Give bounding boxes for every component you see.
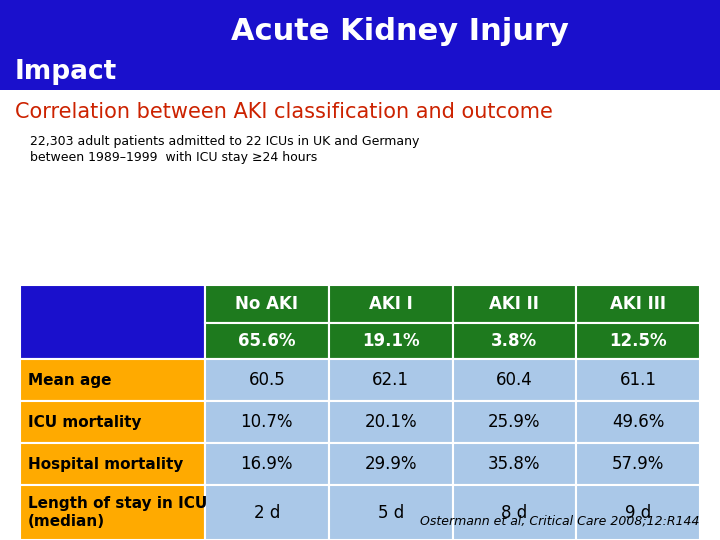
Text: 60.5: 60.5 [248, 371, 285, 389]
FancyBboxPatch shape [329, 443, 452, 485]
FancyBboxPatch shape [452, 401, 576, 443]
FancyBboxPatch shape [452, 285, 576, 323]
FancyBboxPatch shape [452, 359, 576, 401]
FancyBboxPatch shape [576, 359, 700, 401]
FancyBboxPatch shape [576, 285, 700, 323]
Text: Length of stay in ICU
(median): Length of stay in ICU (median) [28, 496, 207, 529]
FancyBboxPatch shape [329, 285, 452, 323]
Text: 35.8%: 35.8% [488, 455, 541, 473]
Text: AKI I: AKI I [369, 295, 413, 313]
Text: No AKI: No AKI [235, 295, 298, 313]
Text: 62.1: 62.1 [372, 371, 409, 389]
Text: AKI II: AKI II [490, 295, 539, 313]
FancyBboxPatch shape [452, 323, 576, 359]
FancyBboxPatch shape [20, 285, 205, 359]
FancyBboxPatch shape [0, 0, 720, 90]
Text: 2 d: 2 d [253, 503, 280, 522]
Text: 3.8%: 3.8% [491, 332, 537, 350]
FancyBboxPatch shape [205, 485, 329, 540]
FancyBboxPatch shape [205, 401, 329, 443]
FancyBboxPatch shape [576, 323, 700, 359]
Text: Correlation between AKI classification and outcome: Correlation between AKI classification a… [15, 102, 553, 122]
Text: 49.6%: 49.6% [612, 413, 665, 431]
FancyBboxPatch shape [452, 443, 576, 485]
Text: 5 d: 5 d [377, 503, 404, 522]
Text: Impact: Impact [15, 59, 117, 85]
FancyBboxPatch shape [576, 443, 700, 485]
FancyBboxPatch shape [329, 401, 452, 443]
FancyBboxPatch shape [20, 401, 205, 443]
Text: AKI III: AKI III [610, 295, 666, 313]
Text: between 1989–1999  with ICU stay ≥24 hours: between 1989–1999 with ICU stay ≥24 hour… [30, 151, 318, 164]
Text: 22,303 adult patients admitted to 22 ICUs in UK and Germany: 22,303 adult patients admitted to 22 ICU… [30, 136, 419, 148]
Text: Acute Kidney Injury: Acute Kidney Injury [231, 17, 569, 46]
Text: 65.6%: 65.6% [238, 332, 296, 350]
FancyBboxPatch shape [20, 485, 205, 540]
FancyBboxPatch shape [329, 323, 452, 359]
FancyBboxPatch shape [20, 443, 205, 485]
Text: 9 d: 9 d [625, 503, 652, 522]
Text: Mean age: Mean age [28, 373, 112, 388]
Text: 60.4: 60.4 [496, 371, 533, 389]
Text: 10.7%: 10.7% [240, 413, 293, 431]
FancyBboxPatch shape [205, 443, 329, 485]
Text: 16.9%: 16.9% [240, 455, 293, 473]
FancyBboxPatch shape [205, 323, 329, 359]
Text: 61.1: 61.1 [620, 371, 657, 389]
Text: 20.1%: 20.1% [364, 413, 417, 431]
Text: Ostermann et al, Critical Care 2008;12:R144: Ostermann et al, Critical Care 2008;12:R… [420, 515, 700, 528]
Text: 25.9%: 25.9% [488, 413, 541, 431]
Text: Hospital mortality: Hospital mortality [28, 456, 184, 471]
Text: 8 d: 8 d [501, 503, 528, 522]
Text: ICU mortality: ICU mortality [28, 415, 142, 429]
FancyBboxPatch shape [576, 485, 700, 540]
FancyBboxPatch shape [576, 401, 700, 443]
Text: 57.9%: 57.9% [612, 455, 665, 473]
FancyBboxPatch shape [205, 359, 329, 401]
Text: 12.5%: 12.5% [609, 332, 667, 350]
Text: 29.9%: 29.9% [364, 455, 417, 473]
Text: 19.1%: 19.1% [362, 332, 420, 350]
FancyBboxPatch shape [205, 285, 329, 323]
FancyBboxPatch shape [452, 485, 576, 540]
FancyBboxPatch shape [20, 359, 205, 401]
FancyBboxPatch shape [329, 485, 452, 540]
FancyBboxPatch shape [329, 359, 452, 401]
